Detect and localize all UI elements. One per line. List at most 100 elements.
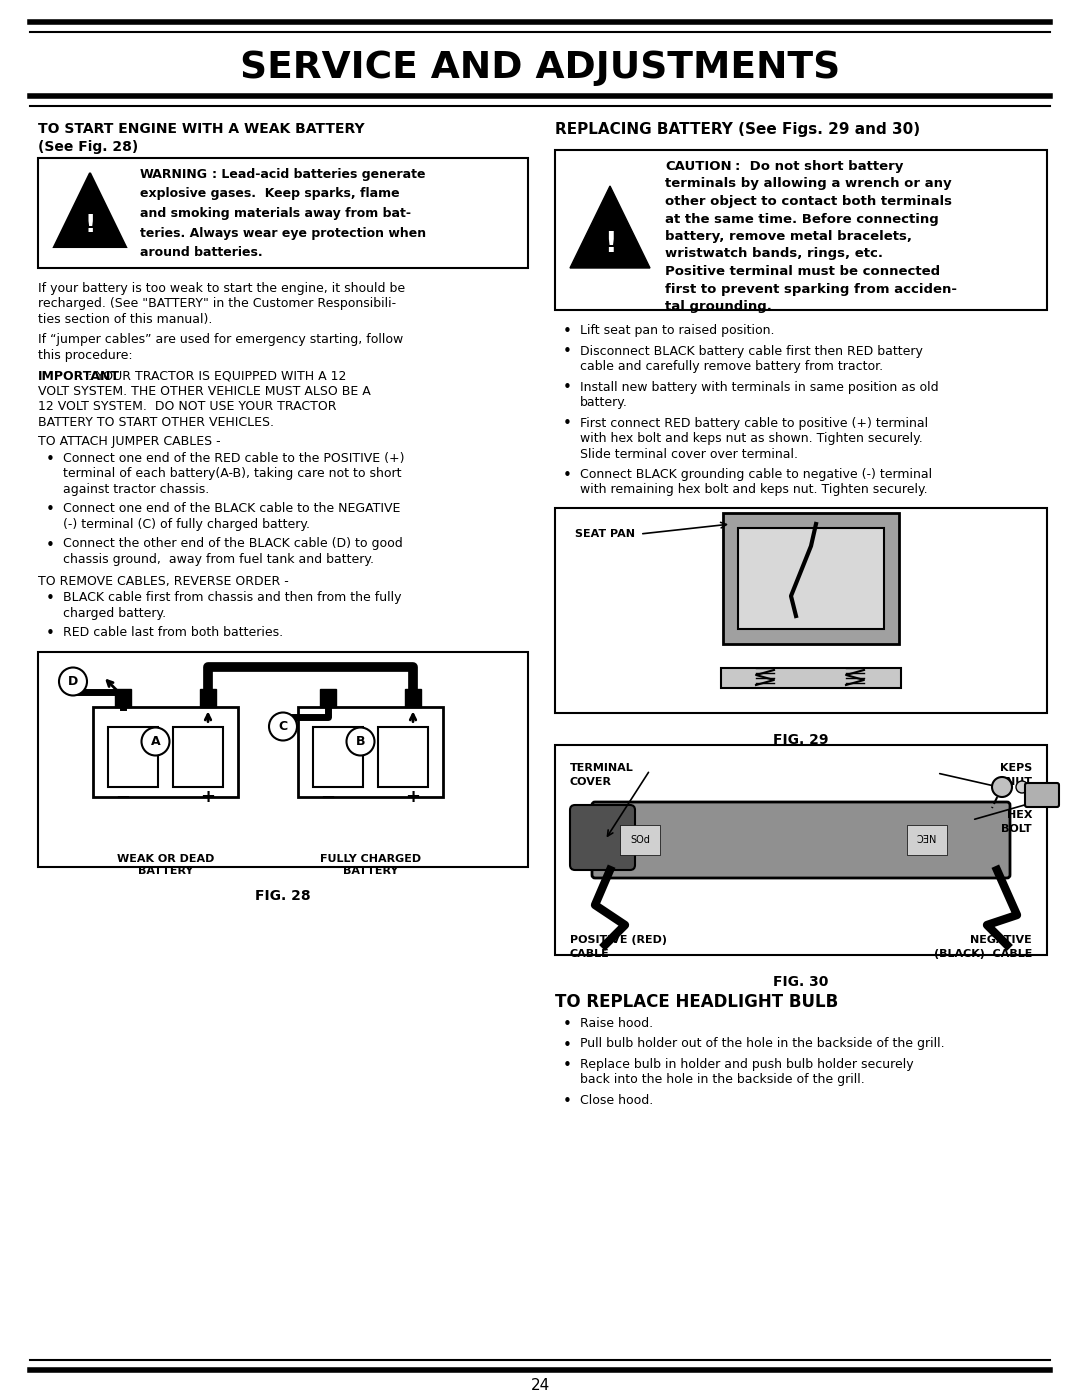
Text: ƆƎN: ƆƎN: [917, 835, 937, 845]
Text: POSITIVE (RED): POSITIVE (RED): [570, 935, 667, 944]
Text: •: •: [46, 503, 55, 517]
Text: Lift seat pan to raised position.: Lift seat pan to raised position.: [580, 324, 774, 337]
Text: −: −: [116, 788, 131, 806]
Text: •: •: [563, 324, 572, 339]
Circle shape: [141, 728, 170, 756]
Text: Slide terminal cover over terminal.: Slide terminal cover over terminal.: [580, 447, 798, 461]
Text: KEPS: KEPS: [1000, 763, 1032, 773]
Text: If “jumper cables” are used for emergency starting, follow: If “jumper cables” are used for emergenc…: [38, 334, 403, 346]
FancyBboxPatch shape: [555, 509, 1047, 712]
FancyBboxPatch shape: [313, 726, 363, 787]
FancyBboxPatch shape: [93, 707, 238, 796]
Text: cable and carefully remove battery from tractor.: cable and carefully remove battery from …: [580, 360, 883, 373]
Text: Connect one end of the RED cable to the POSITIVE (+): Connect one end of the RED cable to the …: [63, 453, 405, 465]
Text: wristwatch bands, rings, etc.: wristwatch bands, rings, etc.: [665, 247, 883, 260]
Text: REPLACING BATTERY (See Figs. 29 and 30): REPLACING BATTERY (See Figs. 29 and 30): [555, 122, 920, 137]
Text: •: •: [563, 416, 572, 432]
Text: BOLT: BOLT: [1001, 824, 1032, 834]
Text: :  Do not short battery: : Do not short battery: [735, 161, 903, 173]
Text: CAUTION: CAUTION: [665, 161, 731, 173]
FancyBboxPatch shape: [114, 689, 131, 707]
Circle shape: [347, 728, 375, 756]
Text: around batteries.: around batteries.: [140, 246, 262, 258]
FancyBboxPatch shape: [555, 149, 1047, 310]
Text: BATTERY TO START OTHER VEHICLES.: BATTERY TO START OTHER VEHICLES.: [38, 416, 274, 429]
Text: Connect the other end of the BLACK cable (D) to good: Connect the other end of the BLACK cable…: [63, 538, 403, 550]
FancyBboxPatch shape: [200, 689, 216, 707]
Text: Positive terminal must be connected: Positive terminal must be connected: [665, 265, 940, 278]
Text: TO REPLACE HEADLIGHT BULB: TO REPLACE HEADLIGHT BULB: [555, 993, 838, 1011]
FancyBboxPatch shape: [38, 158, 528, 268]
Text: •: •: [563, 1094, 572, 1109]
Text: •: •: [563, 1017, 572, 1032]
FancyBboxPatch shape: [378, 726, 428, 787]
Text: !: !: [84, 212, 96, 237]
FancyBboxPatch shape: [405, 689, 421, 707]
Text: A: A: [151, 735, 160, 747]
Text: (BLACK)  CABLE: (BLACK) CABLE: [933, 949, 1032, 958]
Text: ties section of this manual).: ties section of this manual).: [38, 313, 213, 326]
Text: (-) terminal (C) of fully charged battery.: (-) terminal (C) of fully charged batter…: [63, 518, 310, 531]
Text: TO START ENGINE WITH A WEAK BATTERY: TO START ENGINE WITH A WEAK BATTERY: [38, 122, 365, 136]
Text: tal grounding.: tal grounding.: [665, 300, 772, 313]
Text: back into the hole in the backside of the grill.: back into the hole in the backside of th…: [580, 1073, 865, 1087]
Text: 12 VOLT SYSTEM.  DO NOT USE YOUR TRACTOR: 12 VOLT SYSTEM. DO NOT USE YOUR TRACTOR: [38, 401, 337, 414]
Text: Pull bulb holder out of the hole in the backside of the grill.: Pull bulb holder out of the hole in the …: [580, 1038, 945, 1051]
Text: +: +: [201, 788, 216, 806]
Text: first to prevent sparking from acciden-: first to prevent sparking from acciden-: [665, 282, 957, 296]
Text: chassis ground,  away from fuel tank and battery.: chassis ground, away from fuel tank and …: [63, 553, 374, 566]
Text: : Lead-acid batteries generate: : Lead-acid batteries generate: [212, 168, 426, 182]
Text: battery, remove metal bracelets,: battery, remove metal bracelets,: [665, 231, 912, 243]
Polygon shape: [570, 186, 650, 268]
Text: with hex bolt and keps nut as shown. Tighten securely.: with hex bolt and keps nut as shown. Tig…: [580, 432, 922, 446]
Text: FIG. 29: FIG. 29: [773, 733, 828, 747]
Text: NEGATIVE: NEGATIVE: [970, 935, 1032, 944]
Text: at the same time. Before connecting: at the same time. Before connecting: [665, 212, 939, 225]
Text: other object to contact both terminals: other object to contact both terminals: [665, 196, 951, 208]
Text: COVER: COVER: [570, 777, 612, 787]
Text: TO REMOVE CABLES, REVERSE ORDER -: TO REMOVE CABLES, REVERSE ORDER -: [38, 574, 288, 588]
Text: First connect RED battery cable to positive (+) terminal: First connect RED battery cable to posit…: [580, 416, 928, 429]
Text: CABLE: CABLE: [570, 949, 610, 958]
Circle shape: [1016, 781, 1028, 793]
Text: SEAT PAN: SEAT PAN: [575, 529, 635, 539]
Text: charged battery.: charged battery.: [63, 606, 166, 619]
Text: Disconnect BLACK battery cable first then RED battery: Disconnect BLACK battery cable first the…: [580, 345, 923, 358]
Text: WEAK OR DEAD
BATTERY: WEAK OR DEAD BATTERY: [117, 855, 214, 876]
Text: •: •: [563, 345, 572, 359]
Text: +: +: [405, 788, 420, 806]
Circle shape: [59, 668, 87, 696]
Text: •: •: [46, 626, 55, 641]
FancyBboxPatch shape: [555, 745, 1047, 956]
Text: Raise hood.: Raise hood.: [580, 1017, 653, 1030]
Text: this procedure:: this procedure:: [38, 349, 133, 362]
Text: C: C: [279, 719, 287, 733]
Text: explosive gases.  Keep sparks, flame: explosive gases. Keep sparks, flame: [140, 187, 400, 201]
Text: BLACK cable first from chassis and then from the fully: BLACK cable first from chassis and then …: [63, 591, 402, 604]
FancyBboxPatch shape: [320, 689, 336, 707]
Text: −: −: [321, 788, 336, 806]
Text: If your battery is too weak to start the engine, it should be: If your battery is too weak to start the…: [38, 282, 405, 295]
Text: •: •: [563, 468, 572, 483]
Text: HEX: HEX: [1007, 810, 1032, 820]
Text: : YOUR TRACTOR IS EQUIPPED WITH A 12: : YOUR TRACTOR IS EQUIPPED WITH A 12: [87, 369, 346, 383]
Text: •: •: [563, 380, 572, 395]
Text: and smoking materials away from bat-: and smoking materials away from bat-: [140, 207, 411, 219]
Text: WARNING: WARNING: [140, 168, 208, 182]
Text: terminal of each battery(A-B), taking care not to short: terminal of each battery(A-B), taking ca…: [63, 468, 402, 481]
FancyBboxPatch shape: [738, 528, 885, 629]
Text: battery.: battery.: [580, 395, 627, 409]
Text: D: D: [68, 675, 78, 687]
Text: •: •: [563, 1058, 572, 1073]
FancyBboxPatch shape: [592, 802, 1010, 877]
Text: FULLY CHARGED
BATTERY: FULLY CHARGED BATTERY: [320, 855, 421, 876]
Circle shape: [269, 712, 297, 740]
FancyBboxPatch shape: [38, 651, 528, 866]
Text: •: •: [46, 591, 55, 606]
Text: Install new battery with terminals in same position as old: Install new battery with terminals in sa…: [580, 380, 939, 394]
Text: •: •: [46, 453, 55, 467]
Text: !: !: [604, 231, 617, 258]
Text: teries. Always wear eye protection when: teries. Always wear eye protection when: [140, 226, 427, 239]
Text: with remaining hex bolt and keps nut. Tighten securely.: with remaining hex bolt and keps nut. Ti…: [580, 483, 928, 496]
FancyBboxPatch shape: [108, 726, 158, 787]
